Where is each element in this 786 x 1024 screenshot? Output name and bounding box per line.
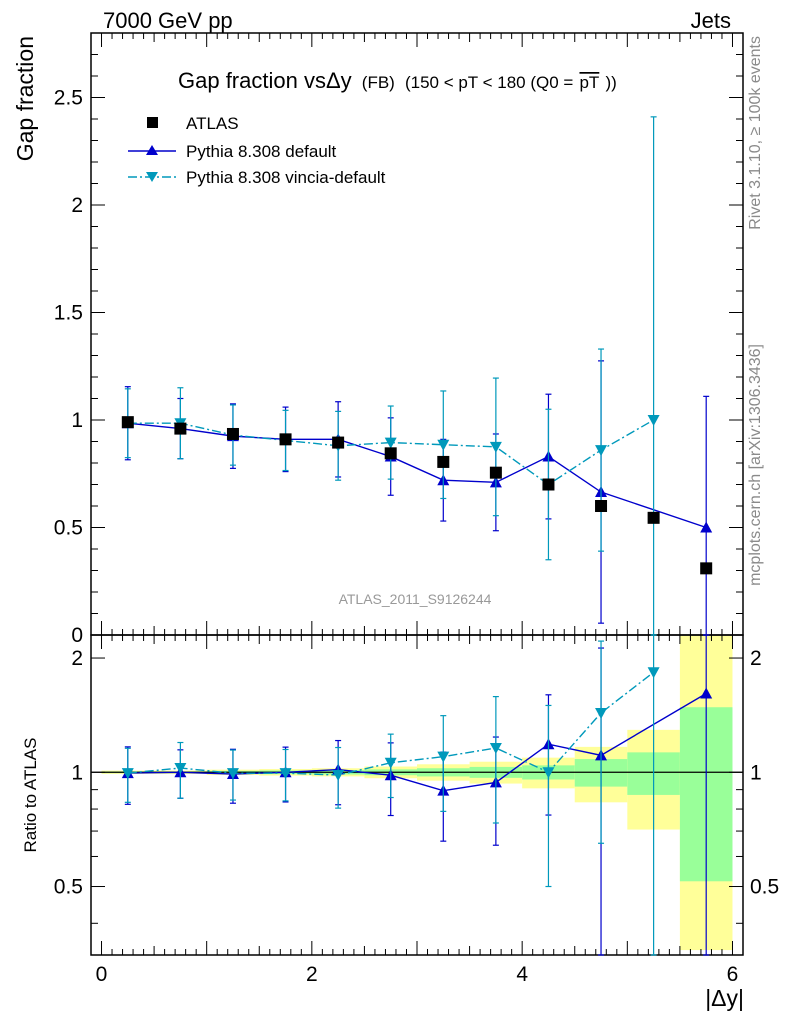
- chart-title-close: )): [605, 73, 616, 92]
- pythia-vincia-ratio-point: [595, 707, 608, 719]
- legend: ATLAS Pythia 8.308 default Pythia 8.308 …: [128, 114, 386, 187]
- axes-and-ticks: 0 2 4 600.511.522.50.5 0.51 12 2: [54, 32, 779, 986]
- x-tick-label: 0: [96, 963, 108, 986]
- ratio-uncertainty-bands: [101, 635, 733, 951]
- pythia-default-ratio-point: [700, 687, 713, 699]
- pythia-vincia-point: [595, 445, 608, 457]
- pythia-vincia-ratio-point: [174, 763, 187, 775]
- atlas-point: [279, 433, 292, 446]
- atlas-point: [595, 500, 608, 512]
- atlas-point: [700, 562, 713, 575]
- header-right: Jets: [691, 8, 731, 33]
- pythia-default-line: [127, 422, 707, 529]
- pythia-vincia-ratio-point: [489, 742, 502, 754]
- pythia-vincia-ratio-point: [542, 767, 555, 779]
- pythia-vincia-point: [437, 439, 450, 451]
- data-series: [121, 116, 713, 956]
- header-left: 7000 GeV pp: [103, 8, 233, 33]
- atlas-point: [647, 511, 660, 524]
- chart-title-main: Gap fraction vsΔy: [178, 68, 352, 93]
- ratio-tick-label: 1: [71, 761, 83, 784]
- x-axis-label: |Δy|: [705, 985, 744, 1011]
- x-tick-label: 6: [727, 963, 739, 986]
- pythia-vincia-point: [647, 415, 660, 426]
- ratio-tick-label: 2: [71, 647, 83, 670]
- legend-marker-vincia: [146, 172, 158, 182]
- pythia-default-point: [700, 521, 713, 533]
- pythia-vincia-ratio-point: [332, 770, 345, 782]
- mcplots-label: mcplots.cern.ch [arXiv:1306.3436]: [747, 344, 764, 586]
- ratio-tick-label-right: 2: [750, 647, 762, 670]
- atlas-point: [121, 416, 134, 429]
- chart-title: Gap fraction vsΔy (FB) (150 < pT < 180 (…: [178, 68, 617, 93]
- pythia-vincia-ratio-point: [121, 768, 134, 780]
- pythia-vincia-line: [127, 419, 654, 486]
- pythia-vincia-point: [384, 437, 397, 449]
- atlas-point: [542, 478, 555, 491]
- atlas-point: [226, 427, 239, 440]
- pythia-vincia-ratio-point: [647, 667, 660, 679]
- ratio-axis-label: Ratio to ATLAS: [21, 738, 40, 853]
- chart-title-range: (150 < pT < 180 (Q0 =: [405, 73, 573, 92]
- pythia-vincia-ratio-point: [279, 768, 292, 780]
- y-axis-label: Gap fraction: [12, 36, 38, 161]
- ratio-tick-label-right: 1: [750, 761, 762, 784]
- y-tick-label: 1.5: [54, 302, 83, 325]
- y-tick-label: 0.5: [54, 517, 83, 540]
- y-tick-label: 2: [71, 194, 83, 217]
- atlas-point: [489, 466, 502, 479]
- pythia-vincia-ratio-line: [127, 671, 655, 776]
- x-tick-label: 4: [516, 963, 528, 986]
- legend-marker-default: [146, 145, 158, 155]
- atlas-point: [332, 436, 345, 449]
- y-tick-label: 2.5: [54, 87, 83, 110]
- ratio-tick-label-right: 0.5: [750, 876, 779, 899]
- atlas-point: [437, 455, 450, 468]
- analysis-watermark: ATLAS_2011_S9126244: [339, 591, 492, 607]
- legend-label-atlas: ATLAS: [186, 114, 239, 133]
- y-tick-label: 1: [71, 409, 83, 432]
- chart-title-overline: pT: [579, 73, 599, 92]
- legend-label-vincia: Pythia 8.308 vincia-default: [186, 168, 386, 187]
- pythia-vincia-ratio-point: [384, 757, 397, 769]
- rivet-label: Rivet 3.1.10, ≥ 100k events: [747, 36, 764, 230]
- atlas-point: [384, 447, 397, 460]
- legend-marker-atlas: [147, 117, 158, 128]
- pythia-vincia-ratio-point: [226, 768, 239, 780]
- ratio-tick-label: 0.5: [54, 876, 83, 899]
- pythia-vincia-ratio-point: [437, 751, 450, 763]
- y-tick-label: 0: [71, 624, 83, 647]
- atlas-point: [174, 422, 187, 435]
- pythia-vincia-point: [489, 441, 502, 453]
- x-tick-label: 2: [306, 963, 318, 986]
- legend-label-default: Pythia 8.308 default: [186, 142, 337, 161]
- chart-title-small: (FB): [362, 73, 395, 92]
